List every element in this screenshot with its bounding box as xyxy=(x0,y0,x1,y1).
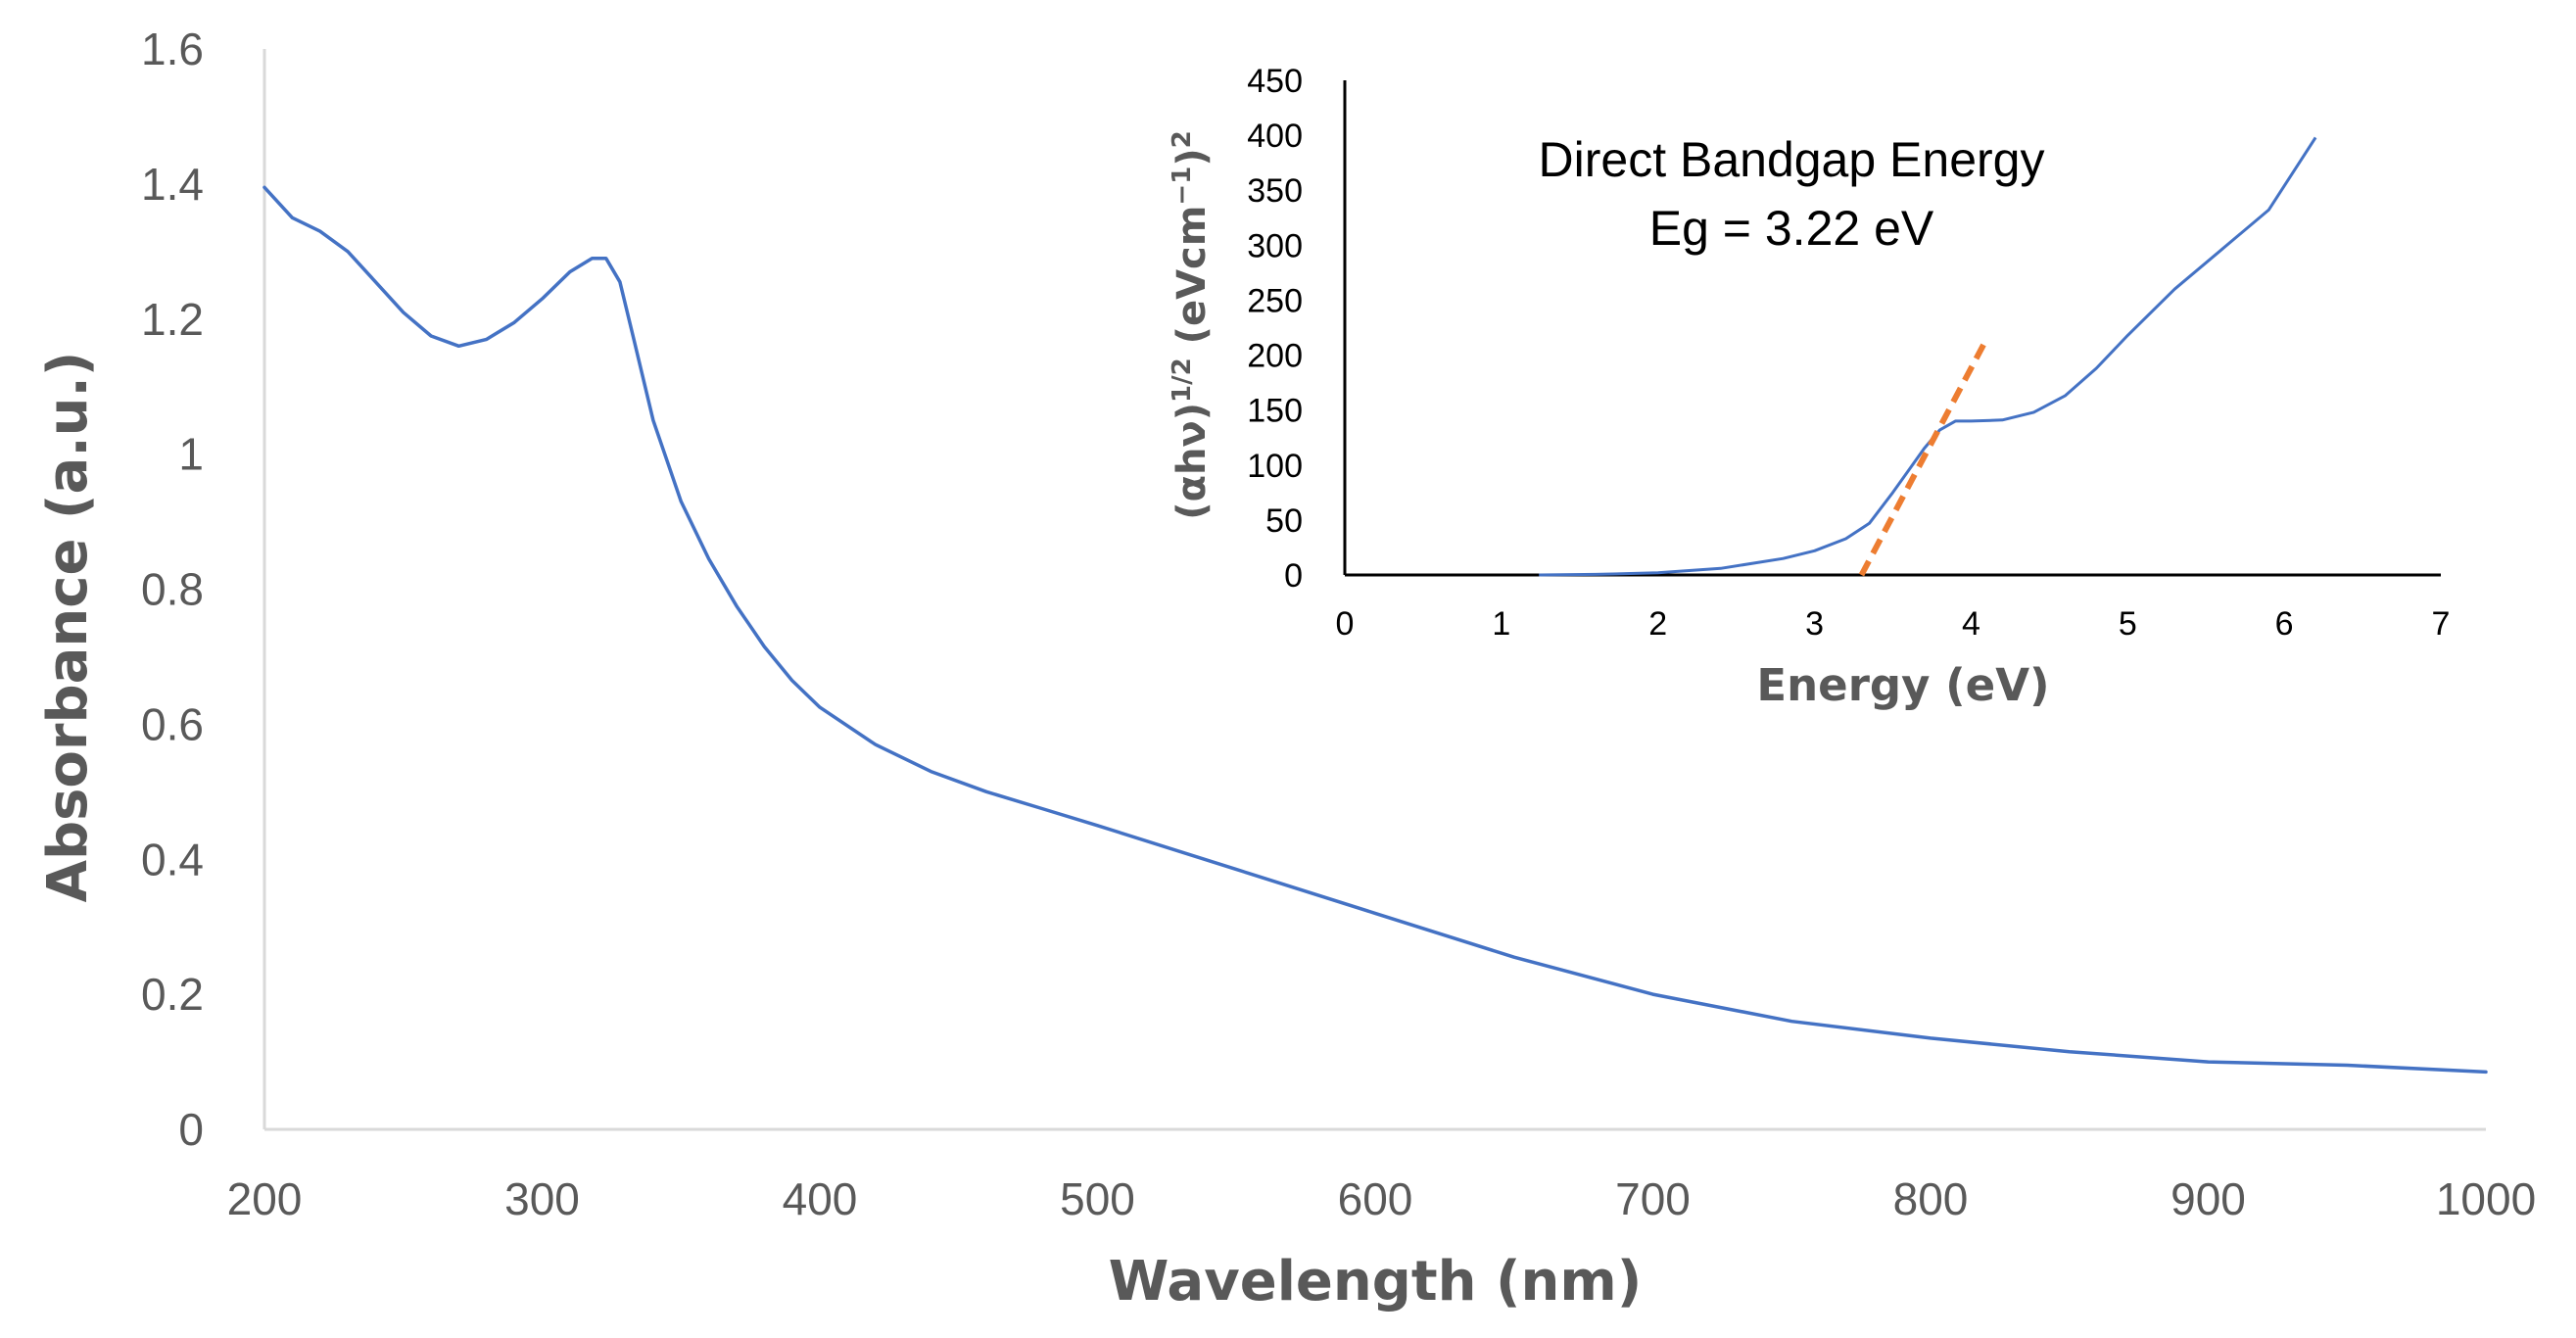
main-y-tick-label: 1.4 xyxy=(141,159,204,210)
inset-y-tick-label: 450 xyxy=(1247,63,1303,100)
main-x-tick-label: 600 xyxy=(1338,1173,1413,1224)
annotation-bandgap-value: Eg = 3.22 eV xyxy=(1649,201,1934,256)
inset-y-tick-labels: 0 50 100 150 200 250 300 350 400 450 xyxy=(1247,63,1303,595)
inset-x-tick-label: 4 xyxy=(1962,605,1980,643)
main-x-tick-label: 500 xyxy=(1060,1173,1135,1224)
inset-x-tick-label: 1 xyxy=(1492,605,1510,643)
annotation-title: Direct Bandgap Energy xyxy=(1539,132,2045,187)
main-y-tick-labels: 0 0.2 0.4 0.6 0.8 1 1.2 1.4 1.6 xyxy=(141,24,204,1155)
main-y-tick-label: 0.8 xyxy=(141,564,204,615)
tauc-series-line xyxy=(1539,136,2317,577)
inset-x-tick-label: 7 xyxy=(2432,605,2451,643)
inset-y-tick-label: 250 xyxy=(1247,282,1303,319)
inset-x-tick-labels: 0 1 2 3 4 5 6 7 xyxy=(1336,605,2451,643)
linear-fit-dashed-line xyxy=(1858,337,1990,577)
inset-y-tick-label: 0 xyxy=(1284,557,1303,595)
inset-y-tick-label: 400 xyxy=(1247,118,1303,155)
main-y-tick-label: 0.2 xyxy=(141,969,204,1020)
main-y-tick-label: 0.6 xyxy=(141,698,204,749)
main-x-tick-label: 900 xyxy=(2171,1173,2246,1224)
inset-y-tick-label: 350 xyxy=(1247,172,1303,210)
inset-x-tick-label: 0 xyxy=(1336,605,1355,643)
main-x-tick-label: 700 xyxy=(1615,1173,1691,1224)
inset-y-tick-label: 150 xyxy=(1247,393,1303,430)
main-y-axis-title: Absorbance (a.u.) xyxy=(36,352,100,903)
main-y-tick-label: 0 xyxy=(178,1104,204,1155)
main-y-tick-label: 1 xyxy=(178,429,204,480)
main-y-tick-label: 1.2 xyxy=(141,294,204,345)
main-x-tick-label: 800 xyxy=(1893,1173,1969,1224)
inset-chart: 0 50 100 150 200 250 300 350 400 450 0 1 2 3 4 5 6 7 Ene… xyxy=(1168,63,2450,711)
inset-x-tick-label: 3 xyxy=(1805,605,1824,643)
main-y-tick-label: 0.4 xyxy=(141,834,204,884)
inset-y-tick-label: 100 xyxy=(1247,448,1303,485)
main-x-tick-label: 400 xyxy=(783,1173,858,1224)
main-x-tick-label: 200 xyxy=(227,1173,303,1224)
inset-x-axis-title: Energy (eV) xyxy=(1756,659,2049,711)
inset-x-tick-label: 6 xyxy=(2275,605,2294,643)
inset-y-tick-label: 200 xyxy=(1247,338,1303,375)
inset-x-tick-label: 2 xyxy=(1648,605,1667,643)
main-x-tick-label: 1000 xyxy=(2436,1173,2536,1224)
main-x-axis-title: Wavelength (nm) xyxy=(1109,1250,1643,1314)
main-chart: 00.20.40.60.811.21.41.6 200 300 400 500 600 7… xyxy=(36,24,2536,1314)
absorbance-series-line xyxy=(262,185,2488,1075)
inset-y-tick-label: 50 xyxy=(1265,502,1303,540)
inset-y-tick-label: 300 xyxy=(1247,227,1303,264)
inset-x-tick-label: 5 xyxy=(2119,605,2137,643)
main-y-tick-label: 1.6 xyxy=(141,24,204,74)
main-x-tick-label: 300 xyxy=(504,1173,580,1224)
main-x-tick-labels: 200 300 400 500 600 700 800 900 1000 xyxy=(227,1173,2537,1224)
inset-y-axis-title: (αhν)1/2 (eVcm−1)2 xyxy=(1168,130,1215,519)
